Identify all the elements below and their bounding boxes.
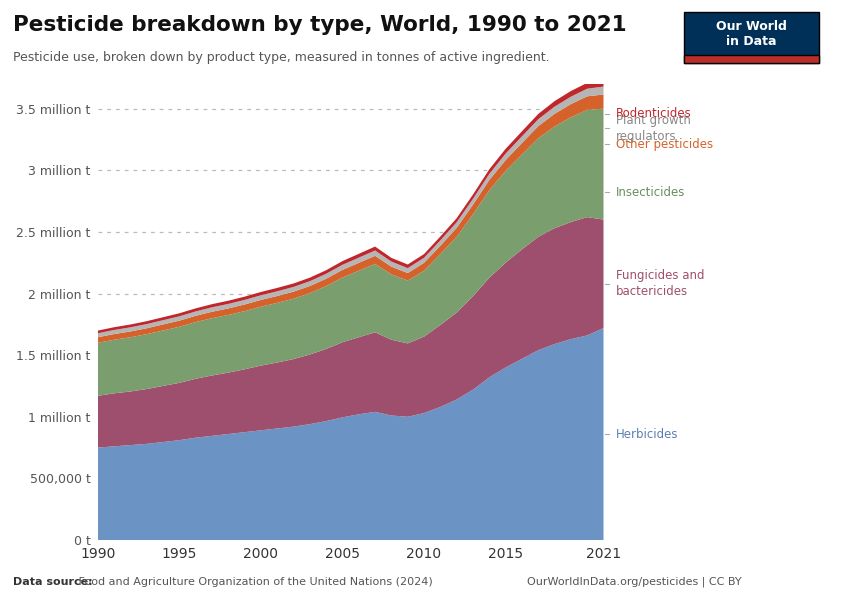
- Text: Other pesticides: Other pesticides: [616, 138, 713, 151]
- Text: in Data: in Data: [726, 35, 777, 48]
- Text: Plant growth
regulators: Plant growth regulators: [616, 114, 691, 143]
- Text: Rodenticides: Rodenticides: [616, 107, 692, 120]
- Text: Data source:: Data source:: [13, 577, 93, 587]
- Text: Insecticides: Insecticides: [616, 186, 686, 199]
- Text: OurWorldInData.org/pesticides | CC BY: OurWorldInData.org/pesticides | CC BY: [527, 576, 741, 587]
- Text: Fungicides and
bactericides: Fungicides and bactericides: [616, 269, 705, 298]
- FancyBboxPatch shape: [684, 55, 819, 63]
- Text: Food and Agriculture Organization of the United Nations (2024): Food and Agriculture Organization of the…: [75, 577, 433, 587]
- Text: Herbicides: Herbicides: [616, 428, 679, 440]
- Text: Pesticide use, broken down by product type, measured in tonnes of active ingredi: Pesticide use, broken down by product ty…: [13, 51, 549, 64]
- FancyBboxPatch shape: [684, 12, 819, 63]
- Text: Our World: Our World: [716, 20, 787, 33]
- Text: Pesticide breakdown by type, World, 1990 to 2021: Pesticide breakdown by type, World, 1990…: [13, 15, 626, 35]
